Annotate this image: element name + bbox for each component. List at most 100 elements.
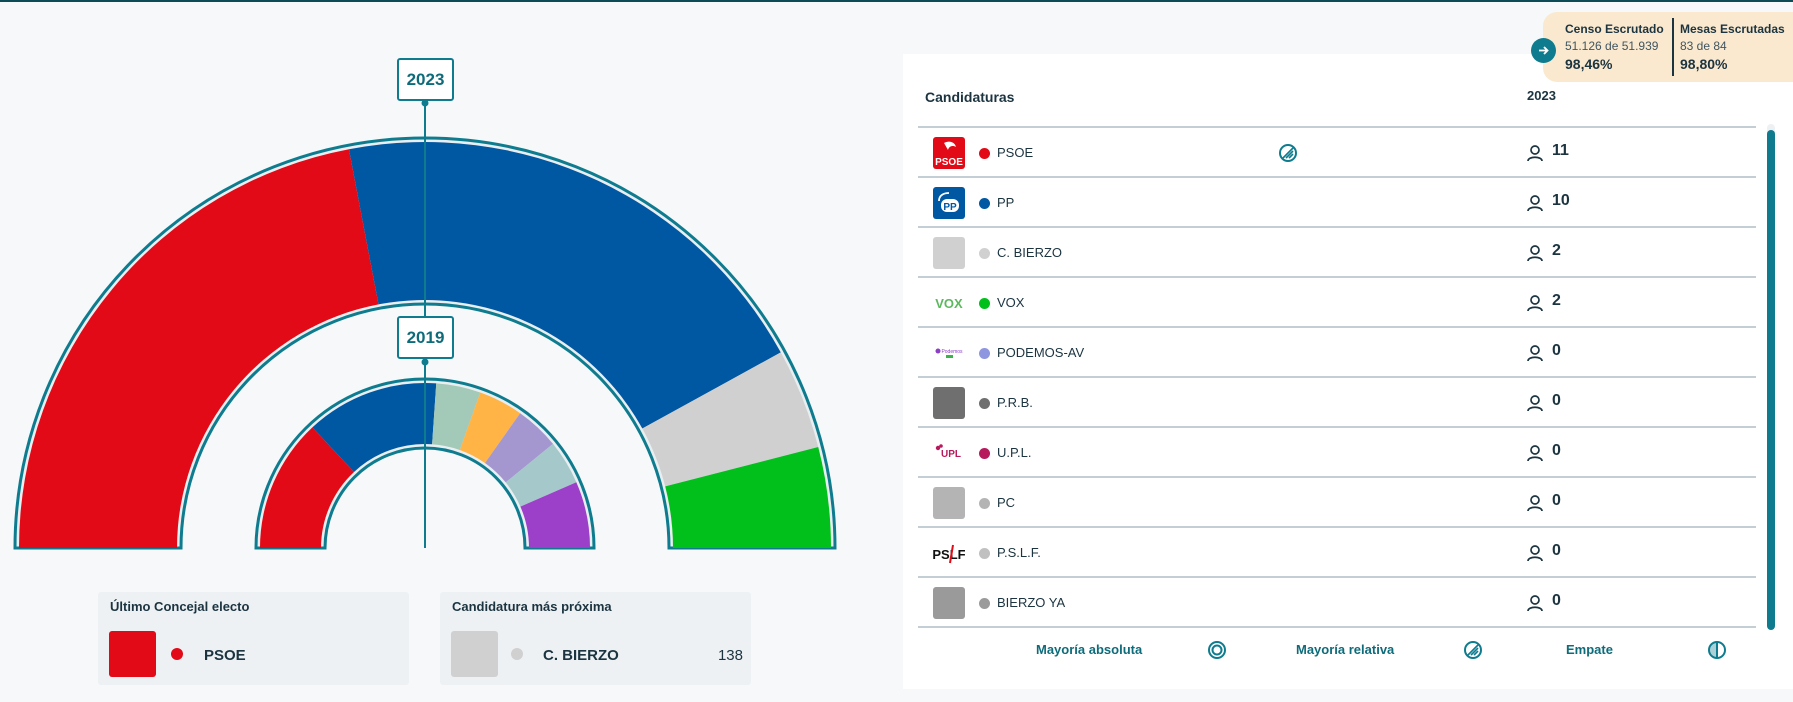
census-value: 51.126 de 51.939 <box>1565 39 1659 53</box>
header-candidaturas: Candidaturas <box>925 89 1015 105</box>
inner-ring-segment[interactable] <box>505 443 577 507</box>
candidate-row[interactable]: BIERZO YA 0 <box>918 578 1756 628</box>
person-icon <box>1527 545 1543 562</box>
closest-candidate-title: Candidatura más próxima <box>452 599 612 614</box>
party-color-dot <box>979 548 990 559</box>
last-elected-party: PSOE <box>204 647 246 664</box>
inner-ring-segment[interactable] <box>459 392 521 464</box>
vox-logo: VOX <box>933 287 965 319</box>
seat-count: 0 <box>1552 442 1561 459</box>
scrollbar-thumb[interactable] <box>1767 130 1775 630</box>
placeholder-logo <box>933 587 965 619</box>
candidate-row[interactable]: UPL U.P.L. 0 <box>918 428 1756 478</box>
candidate-row[interactable]: PSOE PSOE 11 <box>918 128 1756 178</box>
candidate-row[interactable]: PC 0 <box>918 478 1756 528</box>
inner-ring-segment[interactable] <box>520 482 590 548</box>
outer-ring-segment[interactable] <box>19 149 379 548</box>
party-color-dot <box>979 298 990 309</box>
party-name: PODEMOS-AV <box>997 345 1085 360</box>
seat-count: 2 <box>1552 292 1561 309</box>
top-border <box>0 0 1793 2</box>
candidate-row[interactable]: C. BIERZO 2 <box>918 228 1756 278</box>
party-name: PP <box>997 195 1015 210</box>
person-icon <box>1527 445 1543 462</box>
party-color-dot <box>979 398 990 409</box>
svg-text:VOX: VOX <box>935 296 963 311</box>
table-top-divider <box>918 126 1756 128</box>
pslf-logo: PSLF <box>933 537 965 569</box>
svg-text:UPL: UPL <box>941 449 961 460</box>
legend-absolute-majority: Mayoría absoluta <box>1036 642 1143 657</box>
inner-ring-segment[interactable] <box>432 383 481 451</box>
last-elected-dot <box>171 648 183 660</box>
tables-value: 83 de 84 <box>1680 39 1727 53</box>
seat-count: 0 <box>1552 492 1561 509</box>
placeholder-logo <box>933 487 965 519</box>
inner-ring-segment[interactable] <box>260 427 355 548</box>
candidate-row[interactable]: P.R.B. 0 <box>918 378 1756 428</box>
party-name: U.P.L. <box>997 445 1032 460</box>
absolute-majority-icon <box>1208 641 1226 659</box>
last-elected-swatch <box>109 631 156 677</box>
seat-count: 0 <box>1552 592 1561 609</box>
census-percent: 98,46% <box>1565 56 1613 72</box>
party-color-dot <box>979 248 990 259</box>
person-icon <box>1527 345 1543 362</box>
party-name: C. BIERZO <box>997 245 1063 260</box>
closest-candidate-card: Candidatura más próxima C. BIERZO 138 <box>440 592 751 685</box>
census-label: Censo Escrutado <box>1565 22 1664 36</box>
svg-text:PP: PP <box>943 202 957 213</box>
person-icon <box>1527 595 1543 612</box>
seat-count: 10 <box>1552 192 1570 209</box>
candidates-panel: Candidaturas 2023 PSOE PSOE 11 PP PP 10 C. BIE… <box>903 54 1793 689</box>
person-icon <box>1527 295 1543 312</box>
person-icon <box>1527 145 1543 162</box>
candidate-row[interactable]: PP PP 10 <box>918 178 1756 228</box>
outer-ring-segment[interactable] <box>642 352 819 487</box>
person-icon <box>1527 245 1543 262</box>
closest-candidate-votes: 138 <box>717 647 743 664</box>
tables-percent: 98,80% <box>1680 56 1728 72</box>
candidate-row[interactable]: VOX VOX 2 <box>918 278 1756 328</box>
seat-count: 2 <box>1552 242 1561 259</box>
closest-candidate-dot <box>511 648 523 660</box>
hemicycle-chart-area: 2023 2019 Último Concejal electo PSOE Ca… <box>13 58 837 685</box>
tables-label: Mesas Escrutadas <box>1680 22 1785 36</box>
upl-logo: UPL <box>933 437 965 469</box>
outer-ring-segment[interactable] <box>348 142 781 429</box>
seat-count: 11 <box>1552 142 1569 159</box>
center-guide-dot-2023 <box>421 99 429 107</box>
tables-block: Mesas Escrutadas 83 de 84 98,80% <box>1680 22 1785 72</box>
candidate-row[interactable]: PSLF P.S.L.F. 0 <box>918 528 1756 578</box>
person-icon <box>1527 395 1543 412</box>
tie-icon <box>1708 641 1726 659</box>
outer-ring-segment[interactable] <box>665 447 831 548</box>
header-year: 2023 <box>1527 88 1556 103</box>
arrow-right-icon[interactable] <box>1531 38 1556 63</box>
psoe-logo: PSOE <box>933 137 965 169</box>
pp-logo: PP <box>933 187 965 219</box>
inner-ring-segment[interactable] <box>312 383 437 472</box>
party-color-dot <box>979 148 990 159</box>
last-elected-title: Último Concejal electo <box>110 599 250 614</box>
inner-ring-segment[interactable] <box>484 413 553 483</box>
party-color-dot <box>979 198 990 209</box>
svg-text:PSLF: PSLF <box>933 547 965 562</box>
status-separator <box>1672 18 1674 76</box>
seat-count: 0 <box>1552 342 1561 359</box>
person-icon <box>1527 495 1543 512</box>
census-block: Censo Escrutado 51.126 de 51.939 98,46% <box>1565 22 1664 72</box>
inner-ring-2019 <box>254 377 596 550</box>
placeholder-logo <box>933 237 965 269</box>
party-color-dot <box>979 598 990 609</box>
relative-majority-icon <box>1464 641 1482 659</box>
outer-ring-2023 <box>13 136 837 550</box>
party-name: PSOE <box>997 145 1034 160</box>
relative-majority-icon <box>1279 144 1297 162</box>
party-color-dot <box>979 348 990 359</box>
closest-candidate-party: C. BIERZO <box>543 647 619 664</box>
party-name: VOX <box>997 295 1025 310</box>
candidate-row[interactable]: Podemos PODEMOS-AV 0 <box>918 328 1756 378</box>
hemicycle-chart <box>13 99 837 550</box>
legend-relative-majority: Mayoría relativa <box>1296 642 1395 657</box>
